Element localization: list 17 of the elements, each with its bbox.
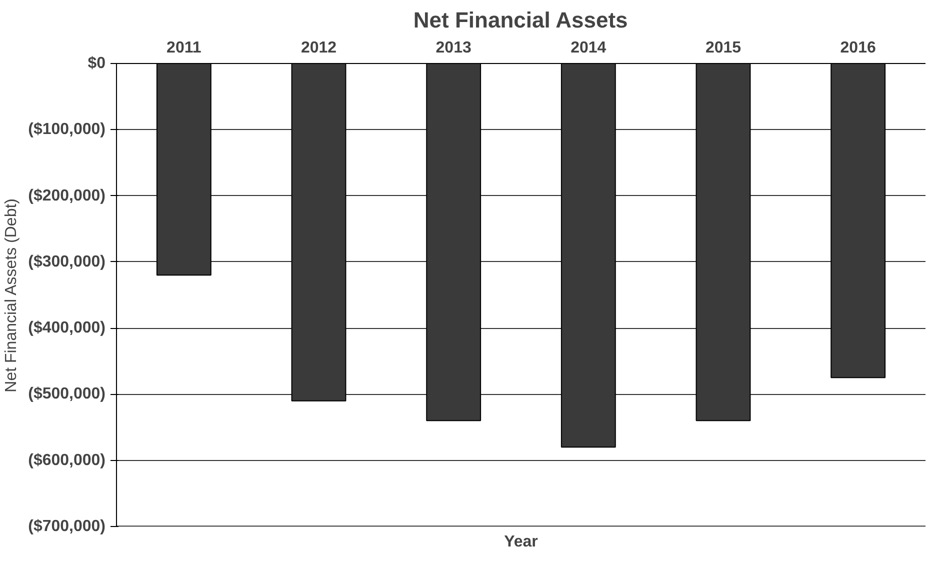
x-tick-label: 2012 (300, 40, 337, 56)
chart-title: Net Financial Assets (413, 8, 628, 32)
x-tick-label: 2015 (705, 40, 742, 56)
y-tick-label: ($700,000) (28, 518, 106, 535)
y-tick-label: ($400,000) (28, 320, 106, 337)
y-tick-label: ($500,000) (28, 386, 106, 403)
x-tick-label: 2013 (436, 40, 472, 56)
y-axis-title: Net Financial Assets (Debt) (3, 198, 20, 392)
x-tick-label: 2011 (166, 40, 202, 56)
y-tick-label: ($100,000) (28, 121, 106, 138)
x-axis-title: Year (504, 534, 538, 550)
y-tick-label: $0 (88, 55, 106, 72)
y-tick-label: ($200,000) (28, 187, 106, 204)
y-tick-label: ($600,000) (28, 452, 106, 469)
y-tick-label: ($300,000) (28, 253, 106, 270)
x-tick-label: 2014 (570, 40, 606, 56)
x-tick-label: 2016 (840, 40, 876, 56)
